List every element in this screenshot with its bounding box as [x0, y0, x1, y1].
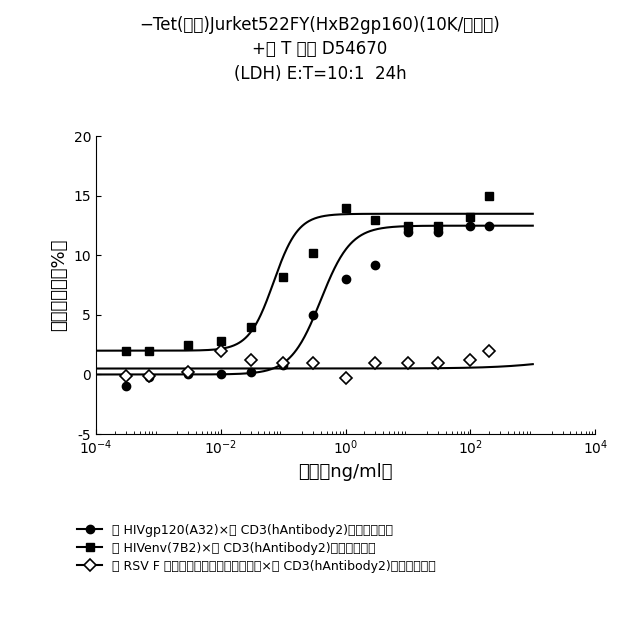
Y-axis label: 細胞傷害性（%）: 細胞傷害性（%）: [50, 239, 68, 331]
X-axis label: 濃度（ng/ml）: 濃度（ng/ml）: [298, 463, 393, 481]
Text: (LDH) E:T=10:1  24h: (LDH) E:T=10:1 24h: [234, 65, 406, 83]
Text: −Tet(誘導)Jurket522FY(HxB2gp160)(10K/ウェル): −Tet(誘導)Jurket522FY(HxB2gp160)(10K/ウェル): [140, 16, 500, 33]
Text: +汎 T 細胞 D54670: +汎 T 細胞 D54670: [252, 40, 388, 58]
Legend: 抗 HIVgp120(A32)×抗 CD3(hAntibody2)ダイアボディ, 抗 HIVenv(7B2)×抗 CD3(hAntibody2)ダイアボディ, : 抗 HIVgp120(A32)×抗 CD3(hAntibody2)ダイアボディ,…: [77, 523, 436, 573]
